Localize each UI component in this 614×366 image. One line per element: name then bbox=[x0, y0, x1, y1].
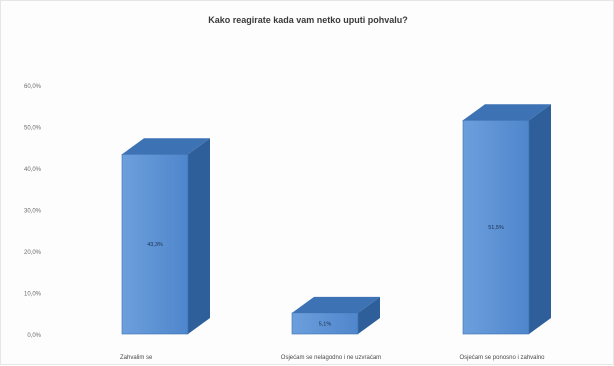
bar-top bbox=[463, 104, 551, 121]
y-tick-label: 60,0% bbox=[24, 84, 42, 90]
y-tick-label: 20,0% bbox=[24, 250, 42, 256]
bar: 43,3% bbox=[121, 138, 210, 335]
x-tick-label: Osjećam se nelagodno i ne uzvraćam bbox=[281, 355, 381, 361]
y-axis: 0,0% 10,0% 20,0% 30,0% 40,0% 50,0% 60,0% bbox=[24, 84, 42, 339]
bar-side bbox=[529, 104, 551, 335]
y-tick-label: 10,0% bbox=[24, 292, 42, 298]
bar-top bbox=[292, 296, 380, 313]
x-tick-label: Zahvalim se bbox=[120, 355, 153, 361]
y-tick-label: 30,0% bbox=[24, 209, 42, 215]
chart-title: Kako reagirate kada vam netko uputi pohv… bbox=[208, 15, 408, 25]
bar-side bbox=[358, 296, 380, 334]
bar-value-label: 51,5% bbox=[488, 225, 504, 231]
bar: 5,1% bbox=[291, 296, 380, 335]
bars: 43,3% 5,1% 51,5% bbox=[121, 104, 551, 335]
x-tick-label: Osjećam se ponosno i zahvalno bbox=[459, 355, 545, 361]
bar-value-label: 5,1% bbox=[319, 321, 332, 327]
bar: 51,5% bbox=[462, 104, 551, 335]
bar-top bbox=[122, 138, 210, 155]
bar-front bbox=[462, 119, 530, 335]
y-tick-label: 0,0% bbox=[27, 333, 41, 339]
y-tick-label: 40,0% bbox=[24, 167, 42, 173]
bar-side bbox=[188, 138, 210, 334]
y-tick-label: 50,0% bbox=[24, 126, 42, 132]
bar-value-label: 43,3% bbox=[147, 242, 163, 248]
bar-front bbox=[291, 312, 359, 335]
x-axis: Zahvalim se Osjećam se nelagodno i ne uzv… bbox=[120, 355, 545, 361]
bar-front bbox=[121, 154, 189, 335]
